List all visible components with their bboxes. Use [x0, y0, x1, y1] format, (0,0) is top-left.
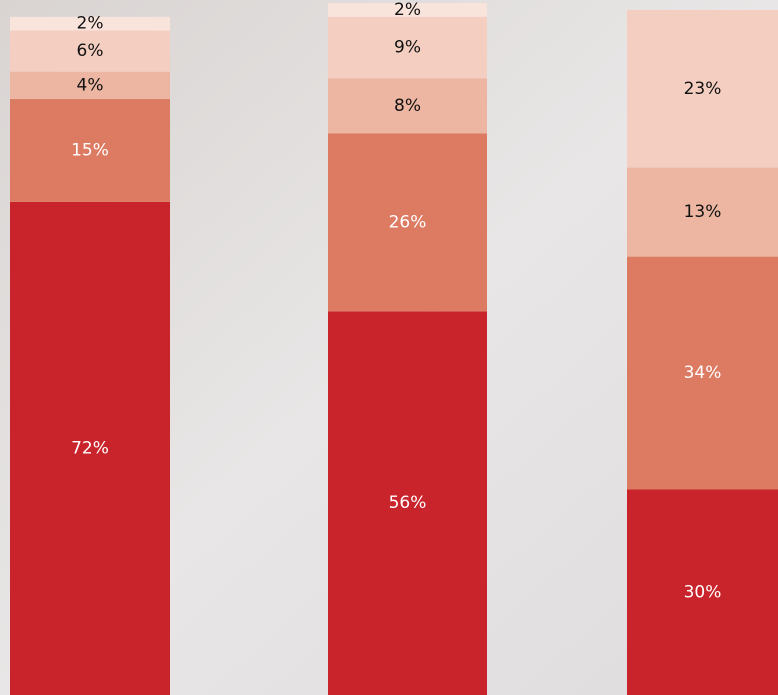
value-label: 23%	[684, 79, 722, 99]
value-label: 2%	[394, 0, 421, 20]
value-label: 72%	[71, 438, 109, 458]
value-label: 2%	[77, 14, 104, 34]
chart: 72% 15% 4% 6% 2% 56% 26% 8% 9% 2% 30% 34% 13% 23%	[0, 0, 778, 695]
value-label: 56%	[389, 493, 427, 513]
value-label: 34%	[684, 363, 722, 383]
value-label: 4%	[77, 75, 104, 95]
value-label: 8%	[394, 96, 421, 116]
value-label: 26%	[389, 212, 427, 232]
value-label: 9%	[394, 38, 421, 58]
value-label: 6%	[77, 41, 104, 61]
value-label: 30%	[684, 582, 722, 602]
value-label: 13%	[684, 202, 722, 222]
value-label: 15%	[71, 140, 109, 160]
